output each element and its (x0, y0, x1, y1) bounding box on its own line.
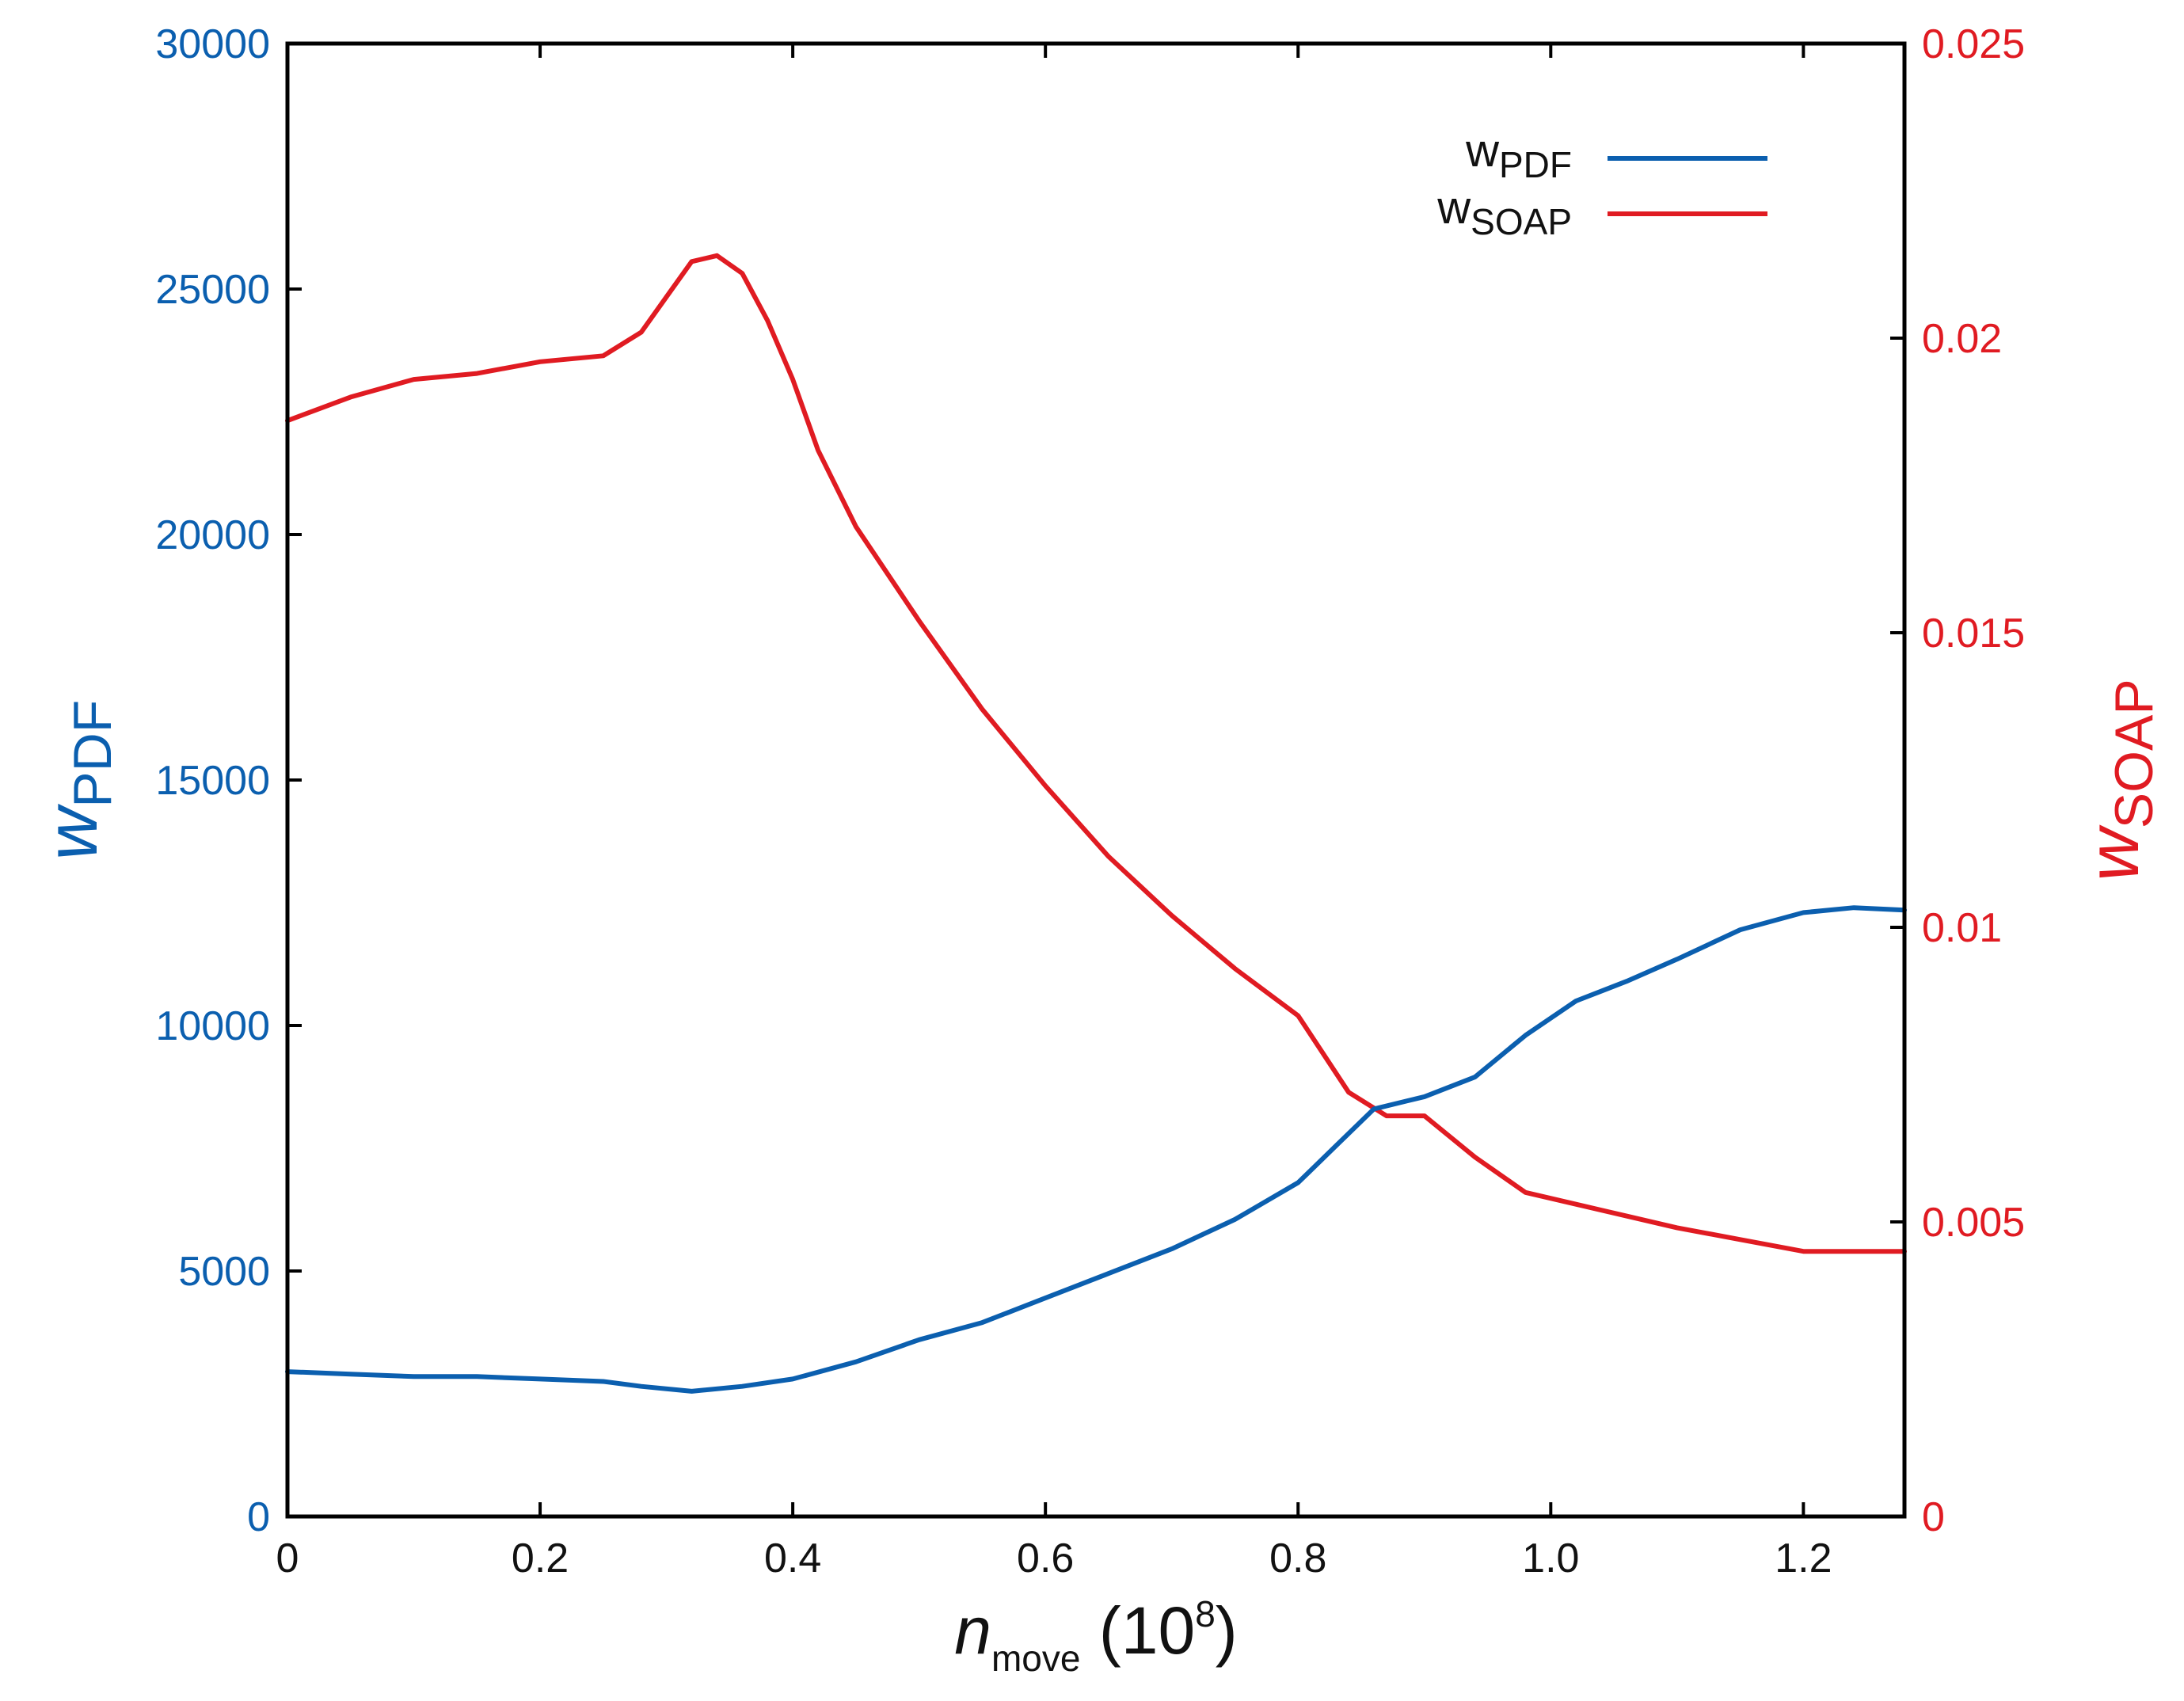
y-right-tick-label-3: 0.015 (1922, 611, 2025, 656)
x-tick-label-1: 0.2 (512, 1535, 569, 1581)
y-left-tick-label-5: 25000 (155, 267, 270, 313)
y-right-tick-label-0: 0 (1922, 1494, 1945, 1540)
legend-label-soap-sub: SOAP (1471, 201, 1572, 242)
y-right-axis-title-sub: SOAP (2104, 679, 2164, 828)
x-axis-title-close: ) (1216, 1593, 1238, 1668)
series-lines (285, 253, 1907, 1394)
y-left-tick-label-4: 20000 (155, 512, 270, 558)
series-line-soap (285, 253, 1907, 1254)
x-axis-title-exp: 8 (1195, 1593, 1216, 1634)
x-tick-label-4: 0.8 (1269, 1535, 1326, 1581)
legend-label-pdf-main: w (1465, 125, 1500, 177)
y-left-axis-title-sub: PDF (63, 700, 123, 808)
y-left-tick-label-6: 30000 (155, 21, 270, 67)
y-right-tick-label-5: 0.025 (1922, 21, 2025, 67)
x-tick-label-6: 1.2 (1775, 1535, 1832, 1581)
x-tick-label-3: 0.6 (1017, 1535, 1074, 1581)
x-tick-label-5: 1.0 (1522, 1535, 1579, 1581)
x-tick-label-0: 0 (276, 1535, 299, 1581)
axis-ticks: 0 0.2 0.4 0.6 0.8 1.0 1.2 0 5000 10000 15000 20000 2… (155, 21, 2025, 1581)
y-left-tick-label-0: 0 (247, 1494, 270, 1540)
x-axis-title-main: n (954, 1593, 991, 1668)
x-axis-title: nmove (108) (954, 1593, 1238, 1679)
series-line-pdf (285, 905, 1907, 1394)
y-left-tick-label-1: 5000 (178, 1249, 270, 1295)
y-left-tick-label-3: 15000 (155, 758, 270, 804)
y-right-axis-title-main: w (2073, 824, 2154, 881)
x-tick-label-2: 0.4 (764, 1535, 821, 1581)
legend-label-soap-main: w (1436, 182, 1471, 234)
legend-label-pdf: wPDF (1465, 125, 1572, 185)
y-left-tick-label-2: 10000 (155, 1003, 270, 1049)
legend-label-pdf-sub: PDF (1499, 144, 1572, 185)
y-left-axis-title-main: w (32, 803, 112, 860)
y-right-tick-label-2: 0.01 (1922, 905, 2002, 951)
x-axis-title-sub: move (991, 1638, 1080, 1679)
y-left-axis-title: wPDF (32, 700, 123, 860)
y-right-axis-title: wSOAP (2073, 679, 2164, 881)
x-axis-title-tail: (10 (1080, 1593, 1195, 1668)
legend: wPDF wSOAP (1436, 125, 1767, 242)
y-right-tick-label-1: 0.005 (1922, 1200, 2025, 1246)
y-right-tick-label-4: 0.02 (1922, 316, 2002, 362)
legend-label-soap: wSOAP (1436, 182, 1572, 242)
